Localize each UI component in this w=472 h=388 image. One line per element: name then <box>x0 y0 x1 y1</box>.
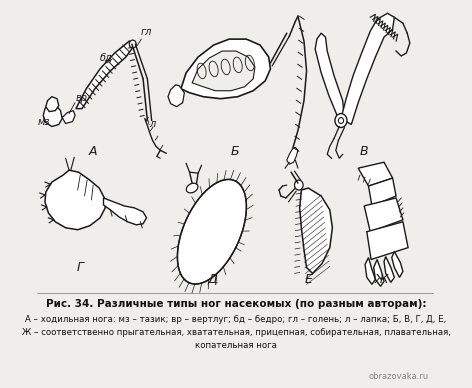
Polygon shape <box>365 258 375 284</box>
Circle shape <box>129 40 136 48</box>
Polygon shape <box>369 178 396 206</box>
Polygon shape <box>384 256 394 282</box>
Polygon shape <box>181 39 270 99</box>
Polygon shape <box>392 251 403 277</box>
Text: копательная нога: копательная нога <box>195 341 277 350</box>
Text: мз: мз <box>37 116 50 126</box>
Text: гл: гл <box>141 27 152 37</box>
Text: Е: Е <box>304 274 312 286</box>
Polygon shape <box>168 85 185 107</box>
Text: Ж – соответственно прыгательная, хватательная, прицепная, собирательная, плавате: Ж – соответственно прыгательная, хватате… <box>22 328 450 337</box>
Text: бд: бд <box>100 53 113 63</box>
Polygon shape <box>315 33 345 121</box>
Text: А – ходильная нога: мз – тазик; вр – вертлуг; бд – бедро; гл – голень; л – лапка: А – ходильная нога: мз – тазик; вр – вер… <box>25 315 447 324</box>
Circle shape <box>295 180 303 190</box>
Polygon shape <box>358 162 393 186</box>
Text: Б: Б <box>231 145 239 158</box>
Polygon shape <box>300 188 332 274</box>
Text: obrazovaka.ru: obrazovaka.ru <box>369 372 429 381</box>
Polygon shape <box>341 13 394 125</box>
Text: В: В <box>360 145 369 158</box>
Text: л: л <box>149 120 155 130</box>
Text: Ж: Ж <box>375 274 388 286</box>
Polygon shape <box>177 179 246 284</box>
Text: вр: вр <box>76 93 88 103</box>
Circle shape <box>338 118 344 123</box>
Polygon shape <box>374 260 384 286</box>
Polygon shape <box>364 198 403 232</box>
Circle shape <box>335 114 347 128</box>
Text: Рис. 34. Различные типы ног насекомых (по разным авторам):: Рис. 34. Различные типы ног насекомых (п… <box>46 299 426 309</box>
Polygon shape <box>76 41 135 109</box>
Polygon shape <box>62 111 75 123</box>
Polygon shape <box>287 147 298 164</box>
Polygon shape <box>367 222 408 260</box>
Ellipse shape <box>186 183 198 193</box>
Text: А: А <box>89 145 97 158</box>
Polygon shape <box>192 51 255 91</box>
Polygon shape <box>43 104 62 126</box>
Polygon shape <box>103 198 146 225</box>
Polygon shape <box>46 97 59 112</box>
Text: Д: Д <box>207 274 217 286</box>
Polygon shape <box>45 170 105 230</box>
Text: Г: Г <box>77 262 84 274</box>
